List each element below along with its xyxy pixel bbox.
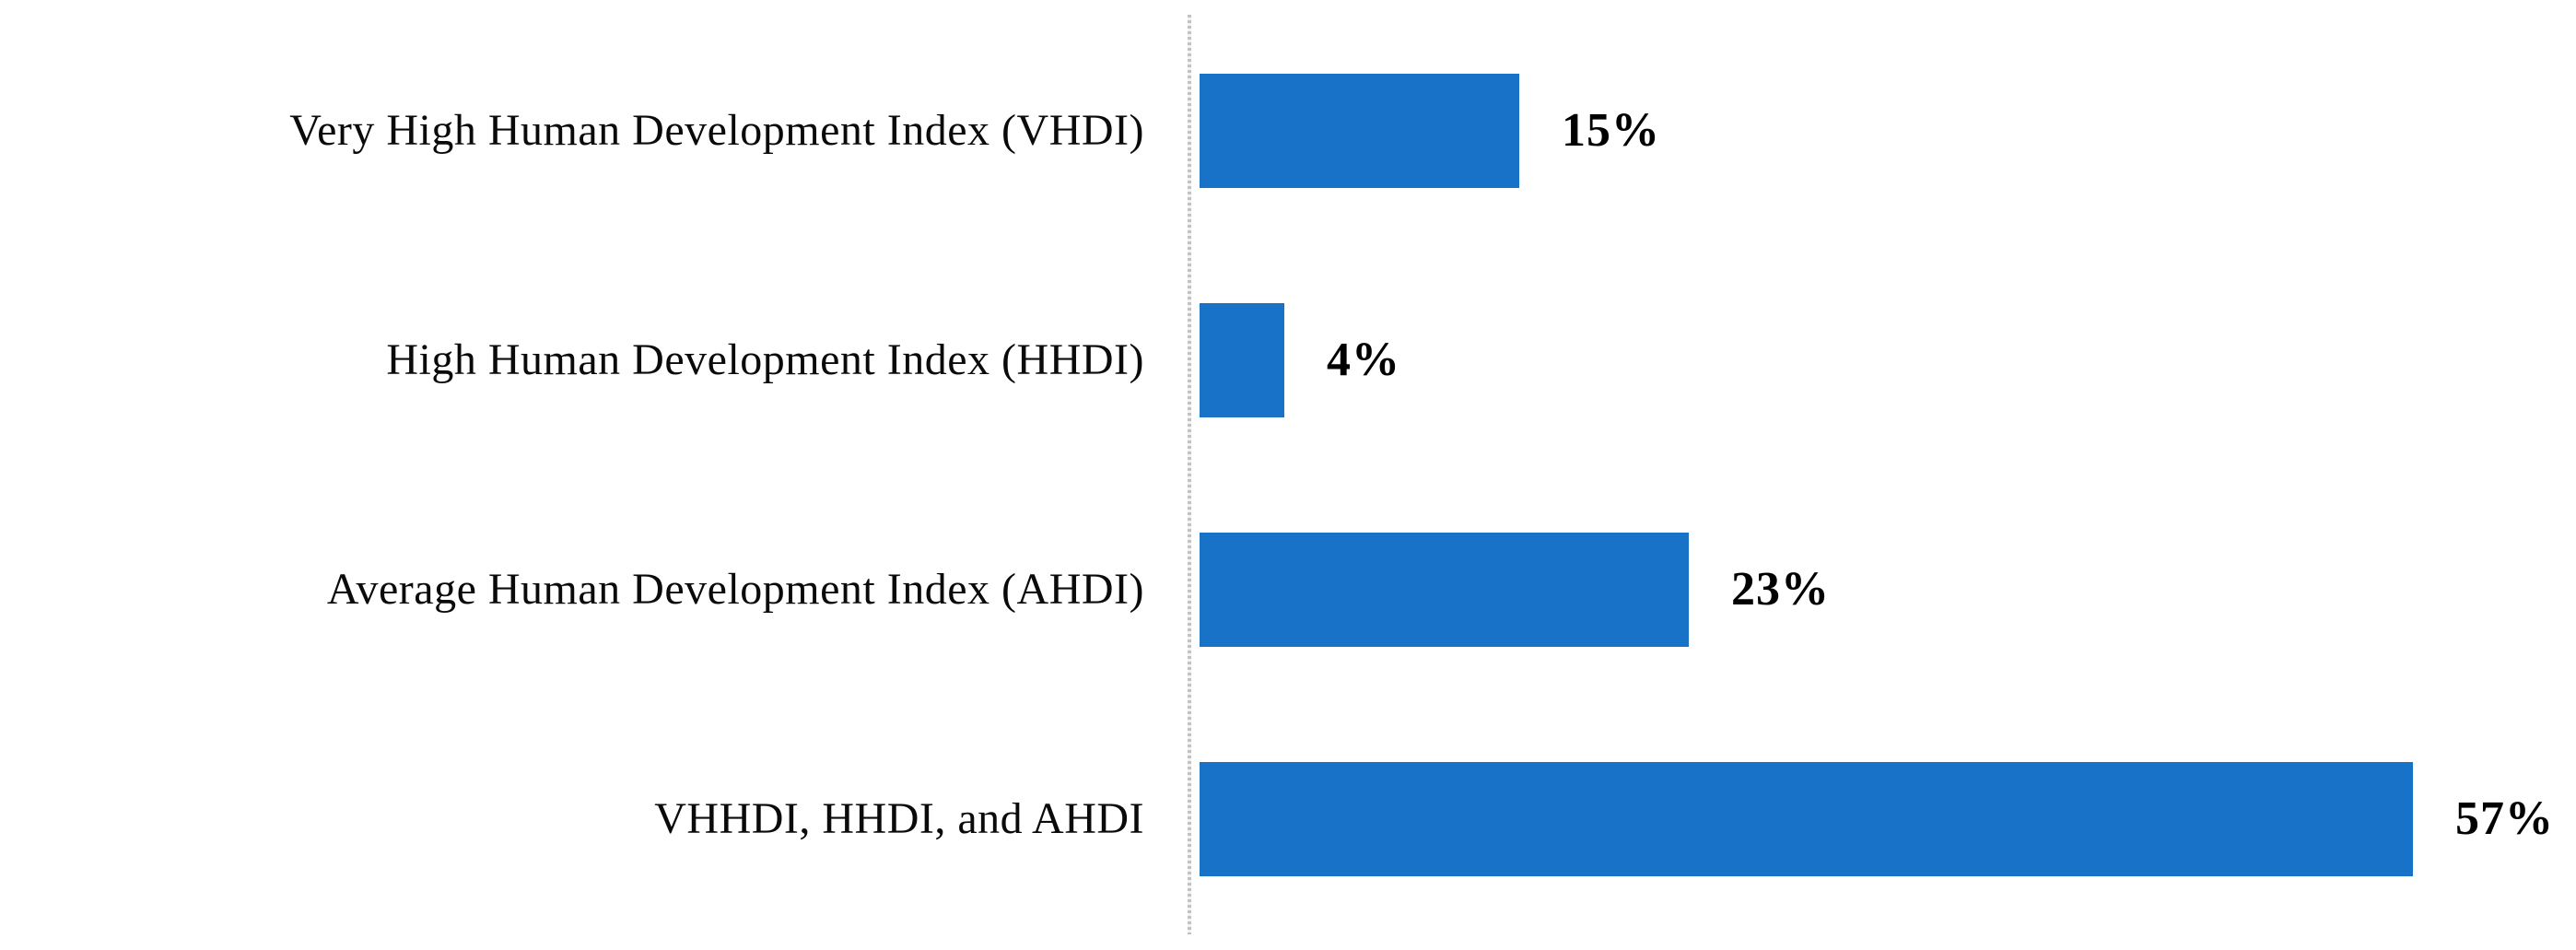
chart-row: VHHDI, HHDI, and AHDI 57%: [0, 704, 2576, 933]
value-label: 23%: [1731, 563, 1830, 616]
bar: [1200, 73, 1519, 188]
category-label: Very High Human Development Index (VHDI): [289, 105, 1144, 155]
chart-row: High Human Development Index (HHDI) 4%: [0, 245, 2576, 475]
bar: [1200, 532, 1689, 647]
bar-cell: 4%: [1200, 302, 1400, 417]
chart-row: Very High Human Development Index (VHDI)…: [0, 16, 2576, 245]
value-label: 4%: [1327, 334, 1400, 386]
chart-rows: Very High Human Development Index (VHDI)…: [0, 16, 2576, 933]
category-label: Average Human Development Index (AHDI): [326, 564, 1144, 614]
bar: [1200, 761, 2413, 876]
bar-cell: 23%: [1200, 532, 1830, 647]
bar-cell: 57%: [1200, 761, 2554, 876]
bar: [1200, 302, 1284, 417]
chart-row: Average Human Development Index (AHDI) 2…: [0, 475, 2576, 704]
value-label: 15%: [1562, 104, 1660, 157]
bar-cell: 15%: [1200, 73, 1660, 188]
category-label: High Human Development Index (HHDI): [386, 334, 1144, 384]
category-label: VHHDI, HHDI, and AHDI: [654, 793, 1144, 843]
category-axis-line: [1188, 15, 1191, 934]
value-label: 57%: [2455, 792, 2554, 845]
